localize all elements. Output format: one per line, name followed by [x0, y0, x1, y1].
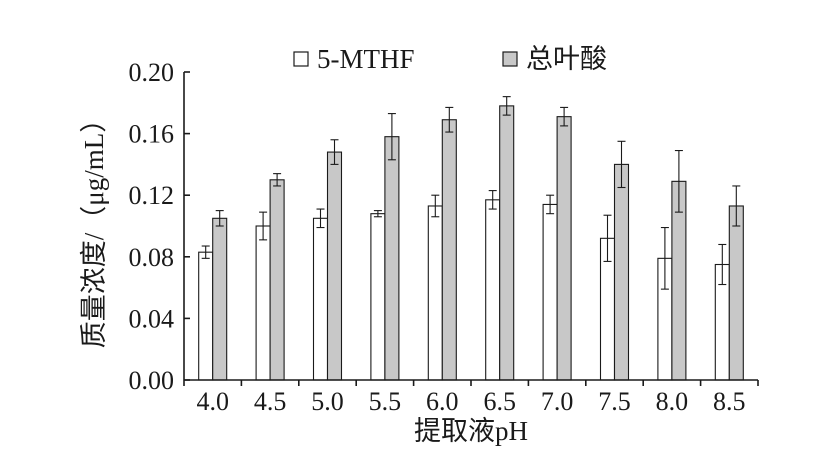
y-tick-label: 0.20 [129, 58, 175, 87]
legend-swatch-5mthf [293, 51, 309, 67]
x-tick-label: 5.0 [311, 387, 344, 416]
bar-total-folate [269, 179, 285, 381]
bar-5mthf [485, 199, 501, 381]
x-tick-label: 8.5 [713, 387, 746, 416]
bar-total-folate [499, 105, 515, 381]
y-tick-label: 0.12 [129, 181, 175, 210]
bar-5mthf [198, 251, 214, 381]
bar-5mthf [427, 205, 443, 381]
x-axis-title: 提取液pH [414, 416, 528, 446]
legend-label-5mthf: 5-MTHF [317, 44, 415, 74]
legend-label-total-folate: 总叶酸 [526, 44, 607, 74]
bar-total-folate [326, 151, 343, 381]
bar-5mthf [312, 217, 329, 381]
x-tick-label: 4.0 [196, 387, 229, 416]
y-tick-label: 0.16 [129, 120, 175, 149]
y-tick-label: 0.00 [129, 366, 175, 395]
x-tick-label: 7.0 [541, 387, 574, 416]
error-bars [201, 96, 741, 290]
legend-swatch-total-folate [502, 51, 518, 67]
bar-total-folate [441, 119, 457, 381]
y-axis-ticks: 0.00 0.04 0.08 0.12 0.16 0.20 [129, 58, 190, 395]
bar-total-folate [384, 136, 400, 381]
x-tick-label: 6.5 [483, 387, 516, 416]
bar-total-folate [613, 163, 630, 381]
bar-total-folate [556, 116, 572, 381]
x-tick-label: 7.5 [598, 387, 631, 416]
x-axis-ticks: 4.0 4.5 5.0 5.5 6.0 6.5 7.0 7.5 8.0 8.5 [183, 380, 759, 416]
bars [198, 105, 744, 381]
legend: 5-MTHF 总叶酸 [293, 44, 607, 74]
y-axis-title: 质量浓度/（μg/mL） [79, 106, 109, 348]
x-tick-label: 4.5 [254, 387, 287, 416]
bar-5mthf [542, 203, 558, 381]
bar-5mthf [370, 213, 386, 381]
y-tick-label: 0.08 [129, 243, 175, 272]
x-tick-label: 5.5 [369, 387, 402, 416]
y-tick-label: 0.04 [129, 304, 175, 333]
bar-total-folate [728, 205, 744, 381]
bar-5mthf [255, 225, 271, 381]
x-tick-label: 8.0 [656, 387, 689, 416]
x-tick-label: 6.0 [426, 387, 459, 416]
bar-total-folate [212, 217, 228, 381]
